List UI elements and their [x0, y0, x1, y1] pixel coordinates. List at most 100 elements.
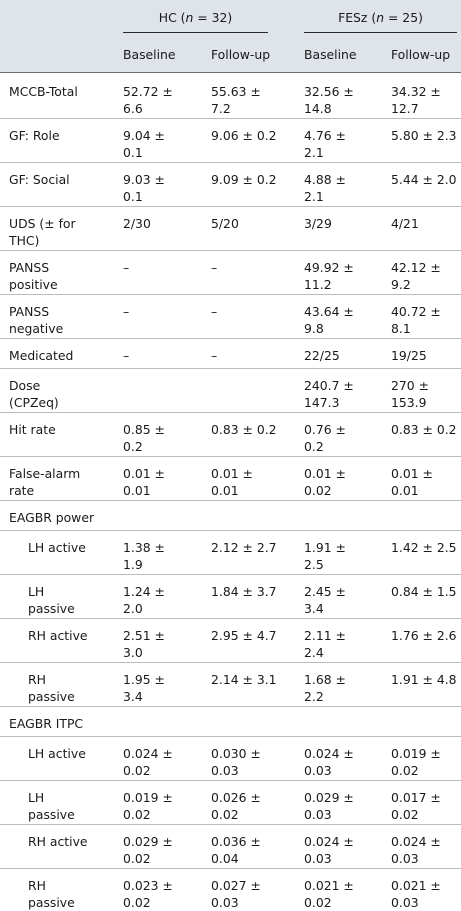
- cell-fesz-followup: 4/21: [391, 215, 419, 232]
- row-label: GF: Role: [9, 127, 60, 144]
- cell-fesz-baseline: 43.64 ± 9.8: [304, 303, 354, 337]
- cell-hc-followup: –: [211, 259, 217, 276]
- cell-fesz-followup: 0.84 ± 1.5: [391, 583, 457, 600]
- cell-line: 1.42 ± 2.5: [391, 540, 457, 555]
- cell-line: 34.32 ±: [391, 84, 441, 99]
- cell-fesz-followup: 0.024 ± 0.03: [391, 833, 441, 867]
- group-header-fesz: FESz (n = 25): [338, 10, 423, 25]
- cell-fesz-followup: 34.32 ± 12.7: [391, 83, 441, 117]
- cell-line: 2.14 ± 3.1: [211, 672, 277, 687]
- cell-line: 0.024 ±: [391, 834, 441, 849]
- cell-fesz-baseline: 0.01 ± 0.02: [304, 465, 346, 499]
- row-label: EAGBR ITPC: [9, 715, 83, 732]
- cell-line: 0.01: [391, 483, 419, 498]
- row-divider: [0, 500, 461, 501]
- cell-line: 0.1: [123, 145, 143, 160]
- group-header-hc: HC (n = 32): [158, 10, 233, 25]
- cell-fesz-followup: 0.021 ± 0.03: [391, 877, 441, 911]
- cell-hc-baseline: 0.024 ± 0.02: [123, 745, 173, 779]
- table-header-background: [0, 0, 461, 72]
- cell-hc-baseline: 9.04 ± 0.1: [123, 127, 165, 161]
- row-label: LH passive: [28, 789, 75, 823]
- cell-hc-followup: –: [211, 347, 217, 364]
- cell-fesz-followup: 40.72 ± 8.1: [391, 303, 441, 337]
- row-divider: [0, 206, 461, 207]
- cell-line: 3.4: [123, 689, 143, 704]
- cell-line: 9.2: [391, 277, 411, 292]
- cell-line: 153.9: [391, 395, 427, 410]
- cell-fesz-followup: 1.91 ± 4.8: [391, 671, 457, 688]
- cell-line: 43.64 ±: [304, 304, 354, 319]
- cell-line: 0.76 ±: [304, 422, 346, 437]
- row-label: Hit rate: [9, 421, 56, 438]
- cell-line: 5.44 ± 2.0: [391, 172, 457, 187]
- cell-line: 3.0: [123, 645, 143, 660]
- cell-line: 0.01 ±: [211, 466, 253, 481]
- cell-hc-baseline: 0.029 ± 0.02: [123, 833, 173, 867]
- row-label-line: Dose: [9, 378, 41, 393]
- subheader-fesz-baseline: Baseline: [304, 47, 357, 62]
- row-label-line: GF: Social: [9, 172, 70, 187]
- cell-line: 14.8: [304, 101, 332, 116]
- cell-line: 2.1: [304, 189, 324, 204]
- cell-line: 8.1: [391, 321, 411, 336]
- row-label: RH active: [28, 833, 88, 850]
- row-label-line: GF: Role: [9, 128, 60, 143]
- cell-line: 7.2: [211, 101, 231, 116]
- cell-line: 0.01: [123, 483, 151, 498]
- cell-line: 1.9: [123, 557, 143, 572]
- cell-hc-baseline: –: [123, 347, 129, 364]
- cell-fesz-baseline: 32.56 ± 14.8: [304, 83, 354, 117]
- cell-line: 0.023 ±: [123, 878, 173, 893]
- row-divider: [0, 530, 461, 531]
- cell-line: 1.38 ±: [123, 540, 165, 555]
- cell-line: 9.03 ±: [123, 172, 165, 187]
- row-label-line: LH active: [28, 746, 86, 761]
- cell-line: 0.03: [391, 851, 419, 866]
- cell-line: –: [211, 260, 218, 275]
- cell-fesz-followup: 19/25: [391, 347, 427, 364]
- cell-line: 0.03: [211, 763, 239, 778]
- row-divider: [0, 824, 461, 825]
- cell-line: 0.01 ±: [391, 466, 433, 481]
- row-label-line: EAGBR power: [9, 510, 95, 525]
- cell-hc-baseline: 2/30: [123, 215, 151, 232]
- cell-line: 0.04: [211, 851, 239, 866]
- cell-line: 2.12 ± 2.7: [211, 540, 277, 555]
- cell-line: 6.6: [123, 101, 143, 116]
- row-label-line: RH active: [28, 834, 88, 849]
- cell-line: 0.026 ±: [211, 790, 261, 805]
- cell-hc-followup: 55.63 ± 7.2: [211, 83, 261, 117]
- cell-hc-baseline: 52.72 ± 6.6: [123, 83, 173, 117]
- cell-line: 0.029 ±: [123, 834, 173, 849]
- cell-hc-baseline: 1.95 ± 3.4: [123, 671, 165, 705]
- row-divider: [0, 250, 461, 251]
- row-label-line: RH: [28, 878, 46, 893]
- row-divider: [0, 706, 461, 707]
- cell-line: 9.06 ± 0.2: [211, 128, 277, 143]
- cell-fesz-baseline: 1.68 ± 2.2: [304, 671, 346, 705]
- cell-hc-followup: 1.84 ± 3.7: [211, 583, 277, 600]
- row-divider: [0, 736, 461, 737]
- cell-line: 1.76 ± 2.6: [391, 628, 457, 643]
- cell-line: 22/25: [304, 348, 340, 363]
- cell-hc-followup: 0.036 ± 0.04: [211, 833, 261, 867]
- cell-line: 0.01 ±: [123, 466, 165, 481]
- cell-line: 32.56 ±: [304, 84, 354, 99]
- cell-line: 4.76 ±: [304, 128, 346, 143]
- row-label: PANSS negative: [9, 303, 63, 337]
- cell-fesz-baseline: 2.45 ± 3.4: [304, 583, 346, 617]
- cell-line: 2.0: [123, 601, 143, 616]
- cell-line: 0.03: [391, 895, 419, 910]
- cell-line: 2.51 ±: [123, 628, 165, 643]
- cell-hc-followup: 9.06 ± 0.2: [211, 127, 277, 144]
- cell-line: 0.019 ±: [391, 746, 441, 761]
- cell-hc-baseline: 1.24 ± 2.0: [123, 583, 165, 617]
- cell-line: 2.5: [304, 557, 324, 572]
- cell-line: 0.021 ±: [304, 878, 354, 893]
- cell-line: 3/29: [304, 216, 332, 231]
- cell-line: 270 ±: [391, 378, 429, 393]
- row-divider: [0, 412, 461, 413]
- cell-line: 55.63 ±: [211, 84, 261, 99]
- row-label-line: False-alarm: [9, 466, 81, 481]
